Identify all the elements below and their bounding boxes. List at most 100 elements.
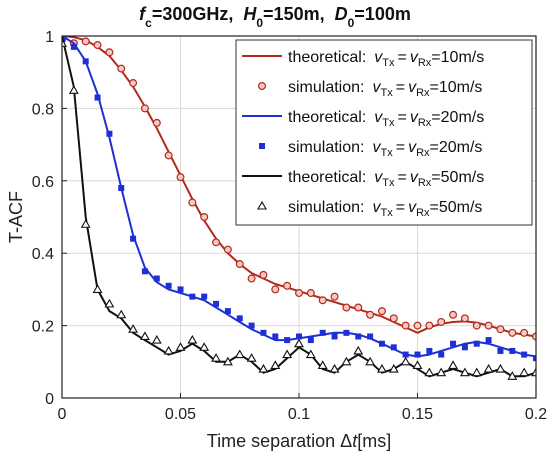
legend-entry: theoretical: vTx = vRx=50m/s [242,169,484,189]
data-point [117,64,126,73]
data-point [272,333,279,340]
legend: theoretical: vTx = vRx=10m/s simulation: vTx =… [235,39,533,226]
data-point [330,292,339,301]
data-point [305,349,316,359]
data-point [140,104,149,113]
data-point [140,331,150,341]
data-point [163,345,174,355]
data-point [222,356,233,366]
data-point [460,314,469,323]
data-point [296,333,302,340]
data-point [450,340,457,347]
x-tick-label: 0 [58,406,67,423]
data-point [412,360,423,369]
data-point [484,321,493,330]
x-axis-label: Time separation Δt[ms] [207,431,391,451]
data-point [507,371,518,380]
data-point [413,321,422,330]
data-point [259,270,268,279]
legend-swatch-marker [258,81,267,90]
data-point [378,340,385,347]
data-point [106,130,113,137]
data-point [224,308,231,315]
data-point [247,274,256,283]
data-point [366,310,375,319]
data-point [70,43,77,50]
data-point [483,363,494,373]
legend-label: theoretical: vTx = vRx=50m/s [288,169,484,189]
legend-box [235,39,533,226]
data-point [343,329,350,336]
data-point [508,328,517,337]
data-point [260,329,267,336]
data-point [390,344,397,351]
data-point [531,367,536,377]
data-point [436,367,447,377]
x-tick-label: 0.05 [165,406,196,423]
data-point [199,342,210,351]
data-point [176,173,185,182]
data-point [68,85,79,94]
data-point [533,355,536,362]
data-point [151,334,162,344]
data-point [425,321,434,330]
data-point [377,363,387,373]
data-point [234,349,245,359]
data-point [438,351,445,358]
data-point [519,367,530,377]
data-point [471,367,482,377]
data-point [401,321,410,330]
y-tick-label: 0 [45,391,54,408]
series-3 [62,36,536,362]
data-point [141,268,148,275]
y-tick-label: 1 [45,29,54,46]
data-point [306,289,315,298]
data-point [62,38,67,47]
data-point [93,41,102,50]
data-point [164,151,173,160]
data-point [187,334,198,344]
legend-entry: simulation: vTx = vRx=50m/s [257,199,482,219]
legend-entry: simulation: vTx = vRx=20m/s [259,139,482,159]
data-point [94,94,101,101]
x-tick-label: 0.2 [525,406,547,423]
plot-area [62,36,536,380]
x-tick-label: 0.1 [288,406,310,423]
y-tick-label: 0.8 [32,101,54,118]
data-point [520,328,529,337]
data-point [294,338,304,348]
x-tick-label: 0.15 [402,406,433,423]
data-point [509,347,516,354]
legend-entry: theoretical: vTx = vRx=10m/s [242,49,484,69]
legend-label: simulation: vTx = vRx=50m/s [288,199,482,219]
data-point [105,48,114,57]
axis-ticks: 0 0.05 0.1 0.15 0.2 0 0.2 0.4 0.6 0.8 1 [32,29,547,423]
data-point [116,309,127,319]
y-axis-label: T-ACF [6,191,26,243]
legend-entry: simulation: vTx = vRx=10m/s [258,79,482,99]
data-point [365,356,376,366]
data-point [307,337,314,344]
y-tick-label: 0.6 [32,174,54,191]
data-point [236,315,243,322]
data-point [355,333,362,340]
legend-entry: theoretical: vTx = vRx=20m/s [242,109,484,129]
data-point [461,344,468,351]
data-point [283,281,292,290]
data-point [353,345,364,355]
data-point [459,367,470,377]
data-point [152,118,161,127]
data-point [82,58,89,65]
data-point [223,245,232,254]
data-point [426,347,433,354]
data-point [342,303,351,312]
data-point [449,310,458,319]
legend-swatch-marker [259,143,265,149]
data-point [118,185,125,192]
data-point [329,363,340,373]
data-point [400,356,411,366]
data-point [213,300,220,307]
data-point [496,325,505,334]
data-point [177,286,184,293]
